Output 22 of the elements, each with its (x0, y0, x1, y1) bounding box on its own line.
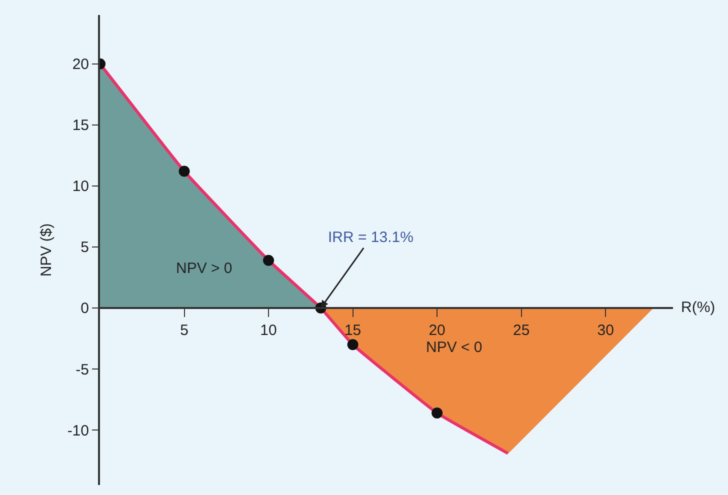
x-tick-label: 10 (260, 322, 277, 339)
annotation: NPV < 0 (426, 339, 482, 356)
x-tick-label: 25 (512, 322, 530, 339)
y-axis-title: NPV ($) (38, 223, 56, 277)
annotation: NPV > 0 (176, 260, 232, 277)
y-tick-label: 15 (72, 117, 89, 134)
point (432, 407, 443, 418)
y-tick-label: 20 (72, 56, 89, 74)
annotation: IRR = 13.1% (328, 229, 414, 246)
point (178, 166, 190, 177)
y-tick-label: 0 (80, 300, 89, 318)
point (263, 254, 274, 266)
y-tick-label: 10 (72, 178, 89, 196)
point (347, 339, 358, 350)
x-tick-label: 5 (180, 322, 188, 339)
x-axis-title: R(%) (681, 299, 716, 316)
y-tick-label: -5 (76, 361, 89, 378)
y-tick-label: -10 (67, 422, 89, 440)
y-tick-label: 5 (80, 239, 89, 256)
x-tick-label: 30 (597, 322, 614, 339)
x-tick-label: 15 (344, 322, 362, 339)
x-tick-label: 20 (428, 322, 446, 339)
